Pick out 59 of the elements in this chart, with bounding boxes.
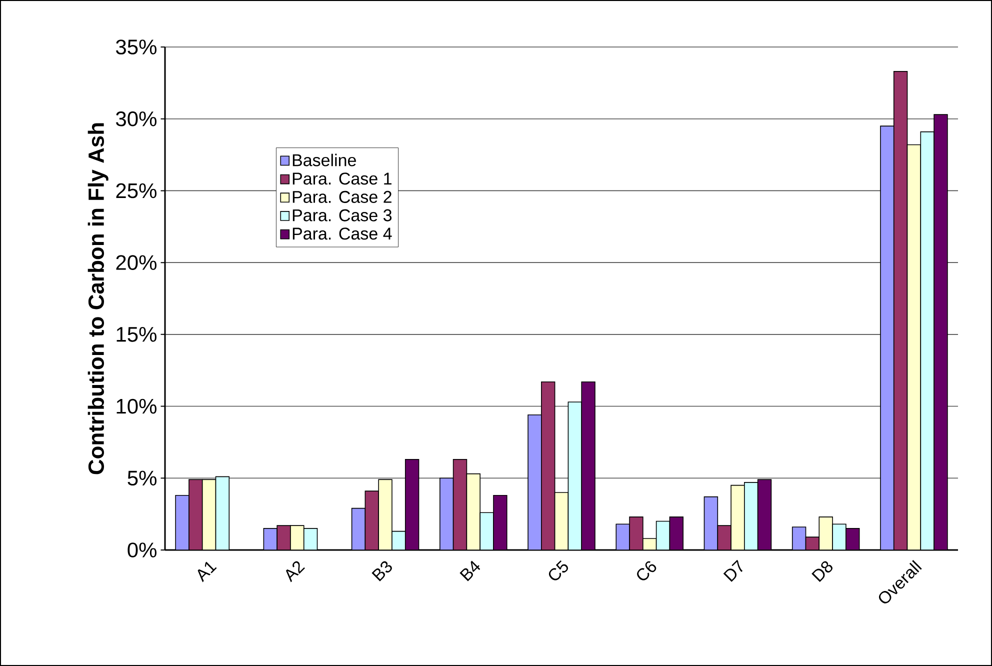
x-tick-label: C6 [637, 561, 656, 580]
bar [351, 508, 366, 550]
legend-label: Para. Case 4 [292, 228, 392, 240]
bar [934, 114, 948, 550]
legend-label: Para. Case 2 [292, 190, 392, 203]
y-tick-label: 5% [128, 470, 156, 486]
bar [202, 479, 216, 550]
y-tick-label: 35% [116, 40, 156, 54]
y-tick-label: 15% [116, 327, 156, 342]
y-axis-title: Contribution to Carbon in Fly Ash [88, 123, 108, 474]
x-tick-label: C5 [548, 560, 568, 580]
bar [493, 494, 508, 550]
bar [704, 496, 718, 550]
bar [581, 381, 596, 550]
legend-label: Para. Case 3 [292, 209, 392, 222]
bar [364, 490, 379, 550]
bar [440, 478, 454, 550]
bar [541, 381, 556, 550]
bar [215, 476, 230, 550]
y-tick-label: 0% [128, 542, 156, 558]
x-tick-label: D7 [723, 560, 743, 582]
bar [466, 473, 480, 550]
y-tick-label: 10% [116, 398, 156, 414]
bar [404, 459, 420, 550]
bar [188, 479, 203, 550]
bar [906, 144, 922, 550]
bar [616, 524, 630, 550]
bar [629, 516, 644, 550]
bar [669, 516, 684, 550]
bar [528, 414, 542, 550]
legend-label: Baseline [292, 154, 356, 166]
bar [480, 512, 494, 550]
x-tick-label: A1 [198, 562, 217, 582]
bar [880, 126, 894, 550]
bar [757, 479, 772, 550]
bar [920, 131, 934, 550]
x-tick-label: B4 [460, 560, 480, 582]
bar [554, 492, 569, 550]
y-tick-label: 25% [116, 183, 156, 198]
y-tick-label: 20% [116, 255, 156, 270]
x-tick-label: D8 [812, 561, 832, 582]
bar [744, 482, 758, 550]
bar [656, 520, 670, 550]
bar [452, 459, 468, 550]
bar [276, 525, 291, 550]
bar [818, 516, 833, 550]
x-tick-label: B3 [372, 561, 392, 582]
bar [730, 484, 745, 550]
bar [175, 494, 190, 550]
x-tick-label: A2 [286, 561, 305, 582]
legend-label: Para. Case 1 [292, 172, 392, 185]
bar [568, 402, 582, 550]
bar [378, 479, 392, 550]
bar [832, 524, 846, 550]
bar [290, 525, 304, 550]
bar [893, 71, 908, 550]
bar [392, 530, 406, 550]
bar [717, 525, 732, 550]
y-tick-label: 30% [116, 111, 156, 126]
